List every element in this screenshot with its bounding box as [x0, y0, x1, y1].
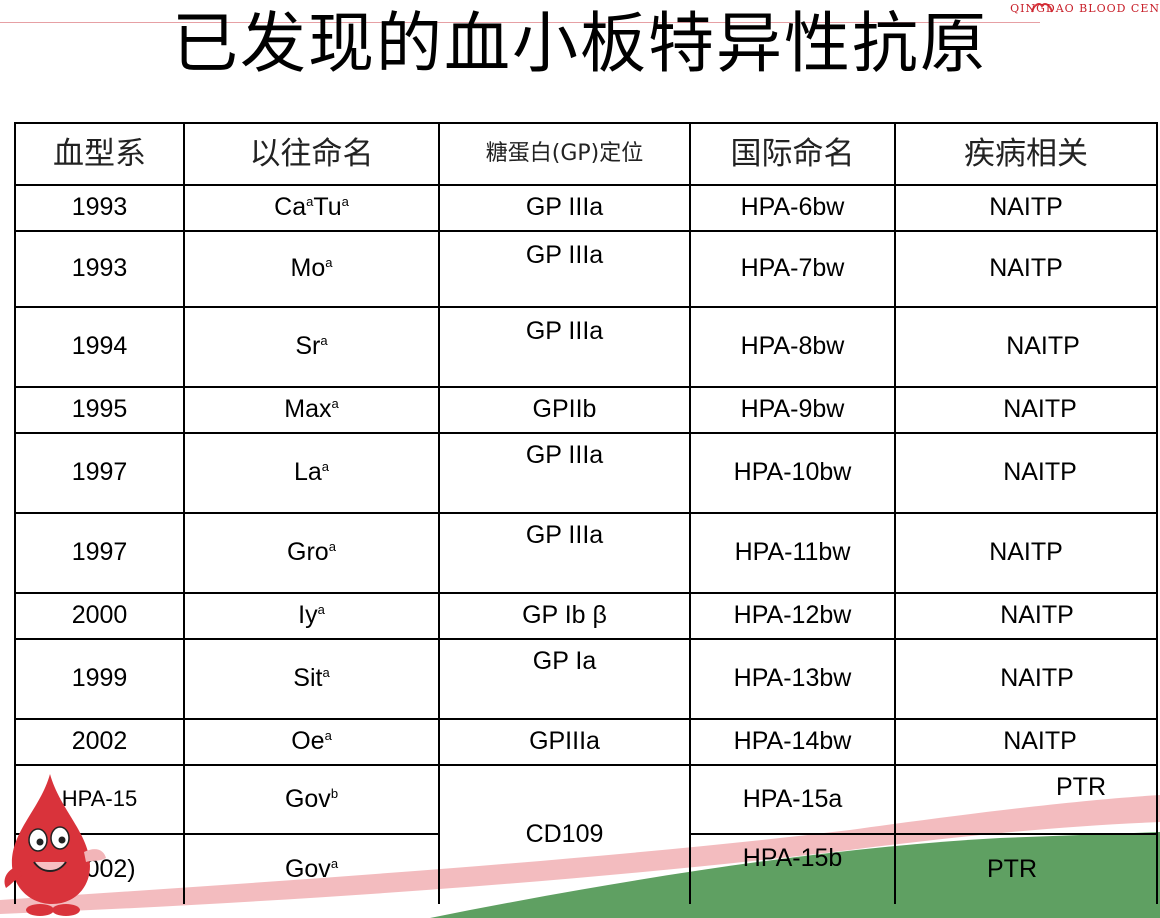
- cell-year: 1999: [14, 638, 185, 720]
- cell-gp: GP Ib β: [438, 592, 691, 640]
- table-row: 1995 Maxa GPIIb HPA-9bw NAITP: [14, 386, 1158, 434]
- cell-old-name: Iya: [183, 592, 440, 640]
- cell-old-name: Govb: [183, 764, 440, 835]
- cell-old-name: Sra: [183, 306, 440, 388]
- cell-old-name: Maxa: [183, 386, 440, 434]
- cell-old-name: Oea: [183, 718, 440, 766]
- logo-mark-icon: [1031, 3, 1053, 13]
- cell-old-name: Laa: [183, 432, 440, 514]
- cell-disease: NAITP: [894, 718, 1158, 766]
- table-row: 1993 Moa GP IIIa HPA-7bw NAITP: [14, 230, 1158, 308]
- cell-intl: HPA-13bw: [689, 638, 896, 720]
- cell-intl: HPA-10bw: [689, 432, 896, 514]
- cell-old-name: CaaTua: [183, 184, 440, 232]
- table-row: 1997 Groa GP IIIa HPA-11bw NAITP: [14, 512, 1158, 594]
- cell-disease: NAITP: [894, 512, 1158, 594]
- cell-intl: HPA-6bw: [689, 184, 896, 232]
- cell-year: 2000: [14, 592, 185, 640]
- cell-year: 1995: [14, 386, 185, 434]
- cell-gp: GP IIIa: [438, 306, 691, 388]
- table-header-row: 血型系 以往命名 糖蛋白(GP)定位 国际命名 疾病相关: [14, 122, 1158, 186]
- cell-gp: GP IIIa: [438, 512, 691, 594]
- table-row: HPA-15 Govb CD109 HPA-15a PTR: [14, 764, 1158, 904]
- cell-disease: PTR: [894, 833, 1158, 904]
- header-gp-location: 糖蛋白(GP)定位: [438, 122, 691, 186]
- cell-intl: HPA-8bw: [689, 306, 896, 388]
- header-disease: 疾病相关: [894, 122, 1158, 186]
- antigen-table: 血型系 以往命名 糖蛋白(GP)定位 国际命名 疾病相关 1993 CaaTua…: [14, 122, 1158, 904]
- cell-intl: HPA-7bw: [689, 230, 896, 308]
- table-row: 1999 Sita GP Ia HPA-13bw NAITP: [14, 638, 1158, 720]
- header-intl-name: 国际命名: [689, 122, 896, 186]
- cell-gp: GPIIIa: [438, 718, 691, 766]
- table-row: 1997 Laa GP IIIa HPA-10bw NAITP: [14, 432, 1158, 514]
- table-row: 1994 Sra GP IIIa HPA-8bw NAITP: [14, 306, 1158, 388]
- cell-year: 1993: [14, 184, 185, 232]
- cell-year: 1993: [14, 230, 185, 308]
- cell-gp: GP IIIa: [438, 432, 691, 514]
- table-row: 2000 Iya GP Ib β HPA-12bw NAITP: [14, 592, 1158, 640]
- cell-disease: NAITP: [894, 432, 1158, 514]
- cell-intl: HPA-12bw: [689, 592, 896, 640]
- cell-disease: NAITP: [894, 184, 1158, 232]
- cell-disease: NAITP: [894, 638, 1158, 720]
- cell-intl: HPA-9bw: [689, 386, 896, 434]
- cell-year: 1994: [14, 306, 185, 388]
- cell-intl: HPA-15a: [689, 764, 896, 835]
- cell-intl: HPA-14bw: [689, 718, 896, 766]
- cell-disease: NAITP: [894, 230, 1158, 308]
- cell-intl: HPA-11bw: [689, 512, 896, 594]
- cell-old-name: Sita: [183, 638, 440, 720]
- cell-old-name: Moa: [183, 230, 440, 308]
- table-row: (2002) Gova HPA-15b PTR: [14, 833, 1158, 904]
- table-row: 2002 Oea GPIIIa HPA-14bw NAITP: [14, 718, 1158, 766]
- table-row: 1993 CaaTua GP IIIa HPA-6bw NAITP: [14, 184, 1158, 232]
- cell-old-name: Groa: [183, 512, 440, 594]
- header-blood-group: 血型系: [14, 122, 185, 186]
- cell-disease: NAITP: [894, 306, 1158, 388]
- cell-gp: GP IIIa: [438, 230, 691, 308]
- header-old-name: 以往命名: [183, 122, 440, 186]
- logo-text: QINGDAO BLOOD CEN: [1010, 2, 1160, 15]
- cell-gp: CD109: [438, 764, 691, 904]
- cell-disease: NAITP: [894, 592, 1158, 640]
- cell-disease: NAITP: [894, 386, 1158, 434]
- cell-gp: GPIIb: [438, 386, 691, 434]
- cell-year: 1997: [14, 432, 185, 514]
- cell-gp: GP Ia: [438, 638, 691, 720]
- top-red-line: [0, 22, 1040, 23]
- cell-old-name: Gova: [183, 833, 440, 904]
- blood-drop-mascot-icon: [4, 774, 106, 916]
- cell-year: 2002: [14, 718, 185, 766]
- slide-title: 已发现的血小板特异性抗原: [172, 5, 988, 82]
- cell-disease: PTR: [894, 764, 1158, 834]
- cell-gp: GP IIIa: [438, 184, 691, 232]
- cell-year: 1997: [14, 512, 185, 594]
- cell-intl: HPA-15b: [689, 833, 896, 904]
